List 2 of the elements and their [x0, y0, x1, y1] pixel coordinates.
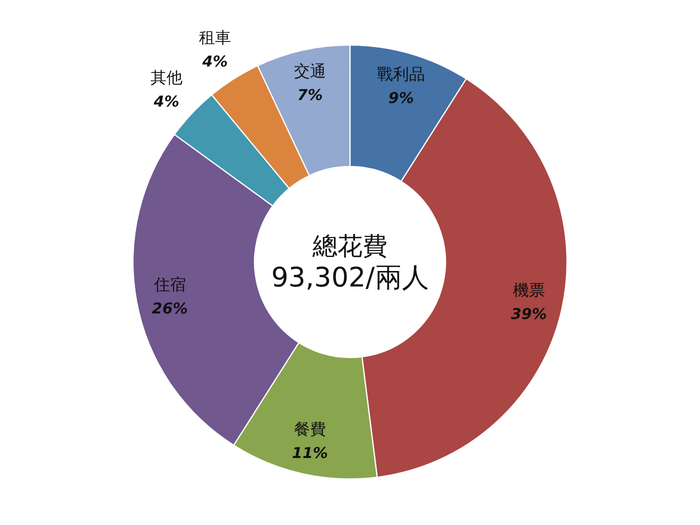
- annotation: 總花費: [312, 232, 388, 260]
- annotation: 93,302/兩人: [271, 262, 429, 294]
